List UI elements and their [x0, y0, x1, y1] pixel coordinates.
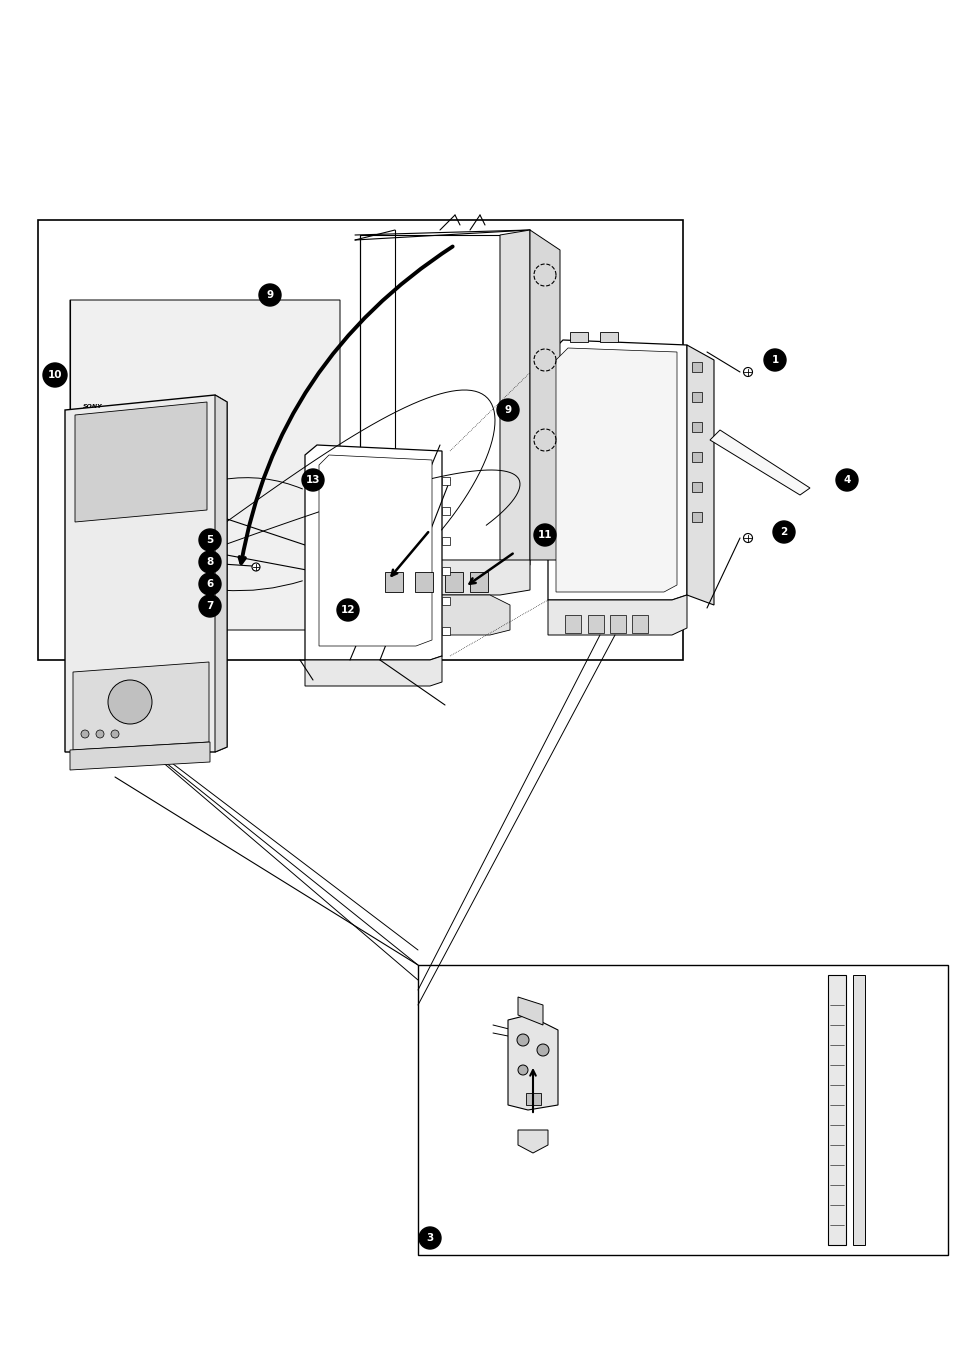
Polygon shape [827, 975, 845, 1245]
Text: 8: 8 [206, 558, 213, 567]
Text: 13: 13 [305, 475, 320, 485]
Text: 7: 7 [206, 601, 213, 612]
Circle shape [199, 551, 221, 572]
Polygon shape [318, 455, 432, 647]
Polygon shape [499, 230, 530, 566]
Bar [444, 572, 462, 593]
Polygon shape [305, 446, 441, 660]
Polygon shape [686, 346, 713, 605]
Polygon shape [547, 595, 686, 634]
Bar [38, 220, 682, 660]
Circle shape [835, 468, 857, 491]
Circle shape [517, 1034, 529, 1046]
Polygon shape [359, 235, 499, 560]
Text: 4: 4 [842, 475, 850, 485]
Bar [441, 477, 450, 485]
Bar [385, 572, 402, 593]
Bar [609, 616, 625, 633]
Circle shape [111, 730, 119, 738]
Bar [441, 508, 450, 514]
Circle shape [497, 400, 518, 421]
Bar [415, 572, 433, 593]
Bar [525, 1094, 540, 1106]
Circle shape [336, 599, 358, 621]
Circle shape [258, 284, 281, 306]
Bar [691, 362, 701, 373]
Circle shape [742, 533, 752, 543]
Circle shape [199, 529, 221, 551]
Circle shape [763, 350, 785, 371]
Bar [441, 597, 450, 605]
Text: 5: 5 [206, 535, 213, 545]
Bar [691, 452, 701, 462]
Bar [470, 572, 488, 593]
Bar [441, 626, 450, 634]
Polygon shape [709, 431, 809, 495]
Polygon shape [390, 595, 510, 634]
Text: 1: 1 [771, 355, 778, 364]
Polygon shape [305, 656, 441, 686]
Bar [587, 616, 603, 633]
Text: 2: 2 [780, 526, 787, 537]
Bar [441, 537, 450, 545]
Circle shape [108, 680, 152, 724]
Polygon shape [852, 975, 864, 1245]
Polygon shape [547, 340, 686, 599]
Circle shape [302, 468, 324, 491]
Circle shape [418, 1227, 440, 1249]
Circle shape [742, 367, 752, 377]
Text: 10: 10 [48, 370, 62, 379]
Bar [691, 482, 701, 491]
Polygon shape [517, 1130, 547, 1153]
Text: 6: 6 [206, 579, 213, 589]
Polygon shape [517, 998, 542, 1025]
Bar [691, 512, 701, 522]
Bar [691, 392, 701, 402]
Bar [569, 332, 587, 342]
Polygon shape [73, 662, 209, 751]
Bar [599, 332, 618, 342]
Text: 11: 11 [537, 531, 552, 540]
Circle shape [43, 363, 67, 387]
Text: 3: 3 [426, 1233, 434, 1243]
Bar [691, 423, 701, 432]
Text: 12: 12 [340, 605, 355, 616]
Text: 9: 9 [266, 290, 274, 300]
Polygon shape [70, 300, 339, 630]
Text: SONY: SONY [83, 404, 103, 409]
Bar [564, 616, 580, 633]
Polygon shape [75, 402, 207, 522]
Polygon shape [70, 743, 210, 770]
Bar [441, 567, 450, 575]
Circle shape [199, 595, 221, 617]
Polygon shape [530, 230, 559, 560]
Polygon shape [507, 1015, 558, 1110]
Circle shape [537, 1044, 548, 1056]
Bar [417, 965, 947, 1256]
Circle shape [534, 524, 556, 545]
Text: 9: 9 [504, 405, 511, 414]
Polygon shape [214, 396, 227, 752]
Polygon shape [359, 560, 530, 595]
Circle shape [252, 563, 260, 571]
Circle shape [81, 730, 89, 738]
Circle shape [96, 730, 104, 738]
Circle shape [772, 521, 794, 543]
Polygon shape [65, 396, 227, 752]
Circle shape [517, 1065, 527, 1075]
Bar [631, 616, 647, 633]
Polygon shape [556, 348, 677, 593]
Circle shape [199, 572, 221, 595]
